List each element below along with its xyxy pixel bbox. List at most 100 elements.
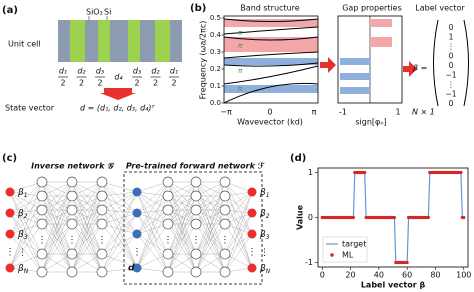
data-point [426, 215, 430, 220]
connection [195, 181, 226, 225]
node [190, 266, 202, 278]
vector-entry: 0 [449, 52, 454, 61]
node [219, 176, 231, 188]
label-base: β [259, 209, 266, 219]
node [247, 263, 257, 273]
node-label: βN [259, 264, 271, 275]
connection [41, 195, 73, 225]
connection [195, 209, 226, 225]
connection [136, 253, 169, 269]
connection [167, 209, 197, 255]
vector-symbol: β = [412, 64, 427, 73]
connection [101, 195, 138, 235]
connection [101, 181, 138, 193]
connection [9, 195, 43, 214]
chart: (d) 0 20 40 60 80 100 -1 0 1 Label vector β Value ta… [290, 153, 471, 290]
label-base: β [259, 230, 266, 240]
connection [9, 181, 43, 193]
connection [71, 209, 103, 255]
connection [224, 233, 253, 273]
connection [101, 209, 138, 214]
node [66, 218, 78, 230]
numerator: d₃ [133, 67, 141, 76]
gap-band [224, 58, 318, 65]
connection [195, 253, 226, 273]
connection [224, 191, 253, 211]
layer [58, 20, 70, 62]
connection [101, 195, 138, 214]
node [219, 248, 231, 260]
gap-bar [340, 73, 370, 80]
connection [41, 209, 73, 255]
label-base: β [259, 264, 266, 274]
y-tick-label: 0.3 [210, 48, 221, 56]
connection [136, 195, 169, 235]
gap-plot [337, 15, 403, 104]
connection [136, 181, 169, 193]
ellipsis: ⋮ [248, 248, 257, 258]
node [219, 266, 231, 278]
node [247, 208, 257, 218]
x-tick-label: 60 [402, 271, 412, 280]
connection [41, 181, 73, 255]
gap-mark: π [238, 42, 243, 50]
node [5, 208, 15, 218]
connection [195, 223, 226, 255]
connection [195, 195, 226, 255]
unit-cell [58, 20, 182, 62]
node-label: β1 [17, 188, 28, 199]
denominator: 2 [60, 79, 65, 88]
connection [41, 181, 73, 225]
label-sub: 1 [24, 192, 28, 199]
node [162, 204, 174, 216]
connection [71, 223, 103, 255]
node [219, 190, 231, 202]
connection [136, 195, 169, 269]
band-curve [223, 18, 319, 104]
node [96, 176, 108, 188]
connection [167, 209, 197, 273]
connection [195, 195, 226, 225]
data-point [459, 170, 463, 175]
connection [167, 195, 197, 225]
connection [167, 223, 197, 255]
connection [101, 223, 138, 269]
connection [136, 181, 169, 214]
vector-entry: 0 [449, 61, 454, 70]
legend-label: ML [342, 251, 354, 260]
gap-band [224, 37, 318, 52]
vector-entry: 1 [449, 33, 454, 42]
data-point [405, 260, 409, 265]
connection [41, 195, 73, 255]
legend-box [322, 236, 368, 263]
x-tick-label: 40 [374, 271, 384, 280]
connection [9, 191, 43, 197]
y-tick-label: 0.5 [210, 14, 221, 22]
equation: d = (d₁, d₂, d₃, d₄)ᵀ [80, 104, 156, 113]
node [190, 190, 202, 202]
node-label: ⋮ [18, 248, 27, 258]
numerator: d₁ [59, 67, 67, 76]
arrow [320, 57, 336, 73]
layer [155, 20, 170, 62]
connection [9, 181, 43, 235]
connection [71, 223, 103, 273]
connection [101, 191, 138, 211]
connection [136, 181, 169, 235]
y-tick-label: 0 [308, 213, 313, 222]
connection [71, 195, 103, 255]
node [190, 248, 202, 260]
numerator: d₂ [77, 67, 86, 76]
connection [224, 212, 253, 255]
gap-mark: π [238, 85, 243, 93]
connection [101, 212, 138, 255]
connection [136, 209, 169, 269]
node [66, 248, 78, 260]
data-point [363, 170, 367, 175]
x-tick-label: 1 [395, 108, 400, 117]
connection [9, 209, 43, 269]
label-base: β [259, 188, 266, 198]
arrow-body [104, 88, 132, 94]
label-sub: 2 [24, 213, 28, 220]
